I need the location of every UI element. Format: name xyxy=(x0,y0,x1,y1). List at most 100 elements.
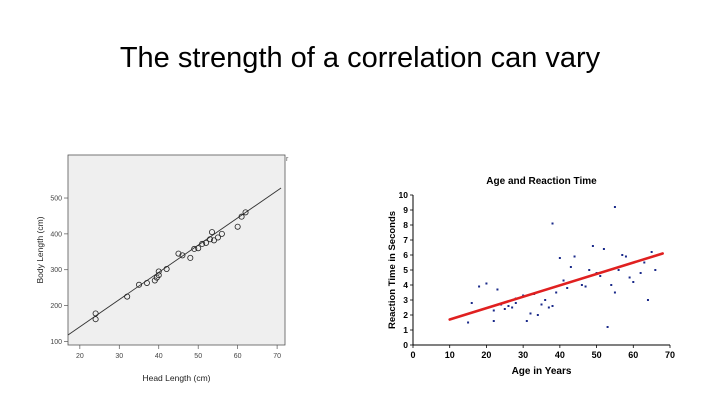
x-tick-label: 30 xyxy=(115,353,123,360)
data-point xyxy=(234,223,241,230)
data-point xyxy=(210,237,217,244)
data-point xyxy=(621,254,624,256)
y-tick-label: 3 xyxy=(403,295,408,305)
y-tick-label: 9 xyxy=(403,205,408,215)
data-point xyxy=(646,299,649,301)
y-tick-label: 5 xyxy=(403,265,408,275)
y-tick-label: 6 xyxy=(403,250,408,260)
data-point xyxy=(591,245,594,247)
x-tick-label: 10 xyxy=(445,350,455,360)
trend-line xyxy=(448,252,664,321)
data-point xyxy=(551,222,554,225)
data-point xyxy=(191,245,198,252)
age-reaction-scatter-chart: Age and Reaction Time 0 10 20 30 40 50 60 70 0 1 2 3… xyxy=(387,176,675,377)
data-point xyxy=(551,305,554,307)
data-point xyxy=(610,284,613,286)
plot-area xyxy=(67,154,286,346)
y-tick-label: 500 xyxy=(50,196,62,203)
data-point xyxy=(507,305,510,307)
y-tick-label: 8 xyxy=(403,220,408,230)
y-tick-label: 4 xyxy=(403,280,408,290)
data-point xyxy=(544,299,547,301)
y-tick-label: 7 xyxy=(403,235,408,245)
x-tick-label: 30 xyxy=(518,350,528,360)
x-tick-label: 70 xyxy=(273,353,281,360)
y-tick-label: 300 xyxy=(50,267,62,274)
data-point xyxy=(584,285,587,288)
data-point xyxy=(624,255,627,258)
data-point xyxy=(547,306,550,309)
x-tick-label: 40 xyxy=(155,353,163,360)
data-point xyxy=(613,291,616,294)
y-tick-label: 100 xyxy=(50,339,62,346)
data-point xyxy=(573,255,576,258)
data-point xyxy=(478,285,481,288)
data-point xyxy=(175,250,182,257)
data-point xyxy=(566,287,569,289)
data-point xyxy=(602,248,605,250)
y-tick-label: 200 xyxy=(50,303,62,310)
y-tick-label: 10 xyxy=(399,190,409,200)
data-point xyxy=(218,230,225,237)
data-point xyxy=(540,303,543,306)
data-point xyxy=(238,213,245,220)
data-point xyxy=(525,320,528,322)
data-point xyxy=(470,302,473,304)
data-point xyxy=(214,234,221,241)
data-point xyxy=(514,302,517,304)
data-point xyxy=(639,272,642,274)
data-point xyxy=(467,321,470,324)
data-point xyxy=(606,326,609,328)
x-tick-label: 60 xyxy=(234,353,242,360)
data-point xyxy=(155,268,162,275)
data-point xyxy=(643,261,646,264)
data-point xyxy=(492,309,495,312)
data-point xyxy=(143,279,150,286)
data-point xyxy=(492,320,495,322)
data-point xyxy=(650,251,653,253)
x-tick-label: 20 xyxy=(481,350,491,360)
body-length-scatter-chart: 20 30 40 50 60 70 100 200 300 400 500 Head Length (… xyxy=(35,154,289,383)
data-point xyxy=(588,269,591,271)
y-tick-label: 2 xyxy=(403,310,408,320)
data-point xyxy=(124,293,131,300)
x-tick-label: 40 xyxy=(555,350,565,360)
data-point xyxy=(562,279,565,282)
data-point xyxy=(485,282,488,285)
y-tick-label: 400 xyxy=(50,231,62,238)
data-point xyxy=(187,254,194,261)
data-point xyxy=(179,252,186,259)
data-point xyxy=(529,312,532,315)
data-point xyxy=(92,310,99,317)
corner-mark: r xyxy=(286,156,289,163)
x-tick-label: 20 xyxy=(76,353,84,360)
data-point xyxy=(195,245,202,252)
data-point xyxy=(163,266,170,273)
y-tick-label: 1 xyxy=(403,325,408,335)
x-tick-label: 0 xyxy=(410,350,415,360)
data-point xyxy=(155,272,162,279)
x-tick-label: 50 xyxy=(194,353,202,360)
data-point xyxy=(654,269,657,271)
data-point xyxy=(569,266,572,268)
data-point xyxy=(558,257,561,259)
slide-title: The strength of a correlation can vary xyxy=(119,42,601,74)
data-point xyxy=(207,236,214,243)
x-axis-label: Age in Years xyxy=(512,366,572,377)
data-point xyxy=(92,316,99,323)
data-point xyxy=(613,206,616,208)
data-point xyxy=(242,209,249,216)
x-tick-label: 60 xyxy=(628,350,638,360)
data-point xyxy=(628,276,631,279)
data-point xyxy=(580,284,583,286)
chart-title: Age and Reaction Time xyxy=(486,176,597,187)
x-tick-label: 70 xyxy=(665,350,675,360)
y-axis-label: Body Length (cm) xyxy=(35,216,45,283)
data-point xyxy=(136,281,143,288)
data-point xyxy=(511,306,514,309)
regression-line xyxy=(67,187,282,336)
data-point xyxy=(599,275,602,277)
data-point xyxy=(503,308,506,310)
data-point xyxy=(617,269,620,271)
data-point xyxy=(555,291,558,294)
